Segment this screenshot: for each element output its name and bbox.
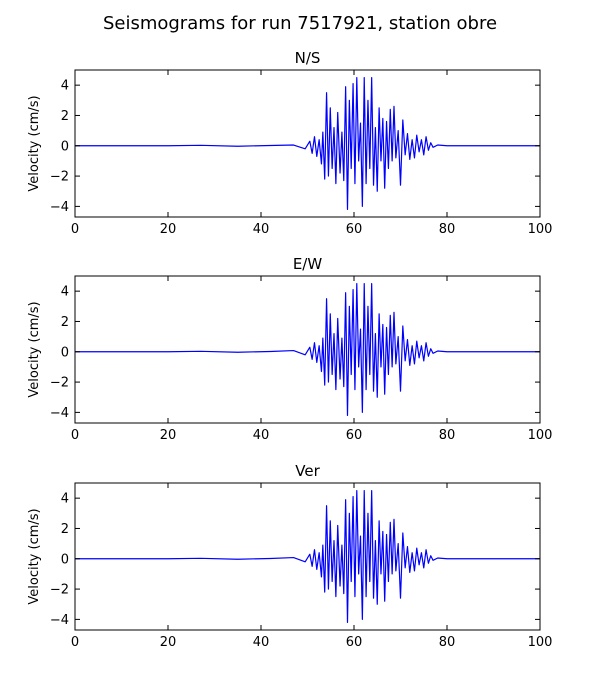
y-tick-label: −2 (50, 376, 69, 391)
x-tick-label: 100 (528, 635, 553, 650)
y-tick-label: 0 (61, 345, 69, 360)
y-tick-label: 4 (61, 79, 69, 94)
y-tick-label: −4 (50, 613, 69, 628)
x-tick-label: 40 (253, 222, 270, 237)
x-tick-label: 80 (439, 222, 456, 237)
panel-title: E/W (293, 255, 323, 273)
y-axis-label: Velocity (cm/s) (27, 301, 42, 397)
x-tick-label: 60 (346, 222, 363, 237)
x-tick-label: 0 (71, 428, 79, 443)
y-axis-label: Velocity (cm/s) (27, 508, 42, 604)
panel-ns: N/S Velocity (cm/s) 0 20 40 60 80 100 −4 −2 0 2 4 (27, 49, 552, 237)
x-tick-label: 80 (439, 428, 456, 443)
x-tick-label: 40 (253, 635, 270, 650)
x-tick-label: 100 (528, 222, 553, 237)
y-tick-label: 2 (61, 109, 69, 124)
figure-title: Seismograms for run 7517921, station obr… (103, 13, 497, 34)
panel-ew: E/W Velocity (cm/s) 0 20 40 60 80 100 −4 −2 0 2 4 (27, 255, 552, 443)
x-tick-label: 100 (528, 428, 553, 443)
panel-title: N/S (295, 49, 321, 67)
x-tick-label: 0 (71, 635, 79, 650)
x-tick-label: 20 (160, 222, 177, 237)
y-tick-label: 0 (61, 552, 69, 567)
x-tick-label: 60 (346, 635, 363, 650)
y-tick-label: 4 (61, 285, 69, 300)
panel-title: Ver (295, 462, 320, 480)
x-tick-label: 60 (346, 428, 363, 443)
x-tick-label: 20 (160, 635, 177, 650)
seismogram-trace (75, 489, 540, 624)
x-tick-label: 0 (71, 222, 79, 237)
y-tick-label: 0 (61, 139, 69, 154)
x-tick-label: 20 (160, 428, 177, 443)
panel-ver: Ver Velocity (cm/s) 0 20 40 60 80 100 −4 −2 0 2 4 (27, 462, 552, 650)
seismogram-trace (75, 76, 540, 211)
seismogram-trace (75, 282, 540, 417)
y-tick-label: −2 (50, 170, 69, 185)
x-tick-label: 40 (253, 428, 270, 443)
y-tick-label: −4 (50, 200, 69, 215)
y-axis-label: Velocity (cm/s) (27, 95, 42, 191)
y-tick-label: 2 (61, 522, 69, 537)
y-tick-label: −2 (50, 583, 69, 598)
y-tick-label: 2 (61, 315, 69, 330)
y-tick-label: 4 (61, 492, 69, 507)
axes-frame (74, 275, 541, 424)
axes-frame (74, 482, 541, 631)
axes-frame (74, 69, 541, 218)
x-tick-label: 80 (439, 635, 456, 650)
y-tick-label: −4 (50, 406, 69, 421)
